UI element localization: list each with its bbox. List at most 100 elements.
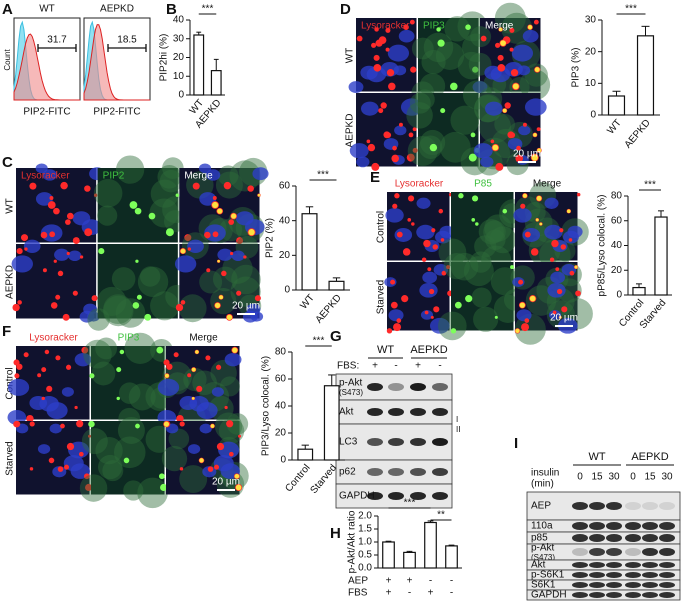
lysosome [396, 318, 402, 323]
treatment-sign: - [438, 361, 441, 372]
lysosome [411, 222, 415, 226]
band-label: p62 [339, 467, 356, 478]
micrograph-bg [91, 421, 165, 495]
lysosome [495, 162, 504, 171]
cytoplasm [231, 264, 261, 295]
nucleus [435, 230, 451, 244]
micrograph-bg [451, 262, 514, 331]
band [432, 492, 448, 500]
condition-sign: + [386, 576, 392, 587]
cytoplasm [420, 129, 446, 156]
panel-letter: G [330, 328, 342, 345]
lysosome [228, 219, 235, 225]
y-axis-label: PIP3/Lyso colocal. (%) [261, 356, 272, 456]
cytoplasm [83, 339, 112, 369]
lysosome [524, 318, 530, 323]
nucleus [211, 387, 224, 397]
bar [636, 35, 655, 116]
bar [632, 286, 646, 296]
nucleus [422, 271, 438, 284]
lysosome [93, 193, 98, 197]
micrograph-bg [451, 192, 514, 261]
micrograph [174, 232, 264, 323]
puncta [156, 346, 164, 354]
lysosome [561, 306, 568, 313]
y-tick-label: 0 [280, 455, 286, 466]
cytoplasm [438, 238, 467, 267]
micrograph [7, 346, 92, 425]
colocal [195, 350, 199, 354]
lysosome [88, 434, 92, 438]
micrograph-bg [418, 18, 479, 92]
significance-label: *** [313, 336, 325, 347]
band [367, 492, 383, 500]
band [410, 408, 426, 416]
nucleus [356, 156, 370, 168]
y-tick-label: 0 [616, 290, 622, 301]
cytoplasm [457, 51, 486, 80]
colocal [217, 208, 223, 214]
panel-letter: E [370, 169, 380, 186]
lysosome [40, 231, 48, 239]
band [388, 383, 404, 391]
cytoplasm [222, 253, 253, 284]
puncta [458, 193, 464, 199]
nucleus [7, 378, 30, 396]
lysosome [438, 208, 444, 214]
column-label: P85 [474, 179, 492, 190]
band [606, 502, 622, 510]
lysosome [49, 196, 54, 200]
cytoplasm [161, 445, 188, 472]
nucleus [544, 224, 563, 240]
cytoplasm [118, 382, 141, 404]
cytoplasm [168, 428, 190, 450]
nucleus [480, 156, 494, 168]
treatment-label: FBS: [337, 361, 359, 372]
lysosome [212, 196, 217, 200]
y-tick-label: 20 [279, 250, 291, 261]
puncta [116, 367, 122, 373]
nucleus [385, 208, 404, 223]
colocal [492, 144, 499, 151]
band [659, 548, 675, 556]
band [642, 582, 658, 588]
lysosome [204, 231, 211, 239]
lysosome [520, 203, 526, 209]
panel-letter: A [2, 1, 13, 18]
x-tick-label: WT [605, 118, 623, 137]
lysosome [371, 162, 380, 171]
micrograph-bg [91, 346, 165, 420]
micrograph [513, 181, 589, 271]
lysosome [205, 355, 211, 361]
group-label: WT [588, 451, 605, 463]
band [659, 534, 675, 542]
lysosome [408, 132, 414, 138]
colocal [234, 473, 240, 479]
panel-letter: C [2, 154, 13, 171]
condition-sign: - [450, 576, 453, 587]
lysosome [176, 414, 184, 423]
panel-letter: H [330, 525, 341, 542]
treatment-sign: + [372, 361, 378, 372]
nucleus [511, 44, 534, 62]
time-label: 30 [661, 472, 673, 483]
scale-label: 20 µm [550, 313, 578, 324]
colocal [191, 397, 195, 400]
lysosome [373, 64, 382, 72]
lysosome [393, 323, 402, 332]
lysosome [427, 267, 432, 272]
cytoplasm [485, 229, 506, 250]
column-label: Merge [485, 21, 514, 32]
colocal [533, 133, 537, 137]
bar [328, 280, 345, 291]
band [642, 548, 658, 556]
nucleus [416, 224, 435, 240]
lysosome [380, 102, 387, 109]
band [642, 522, 658, 530]
micrograph [385, 192, 455, 262]
lysosome [236, 237, 244, 245]
nucleus [68, 250, 82, 262]
cytoplasm [91, 361, 116, 386]
lysosome [401, 295, 409, 303]
colocal [257, 193, 261, 197]
